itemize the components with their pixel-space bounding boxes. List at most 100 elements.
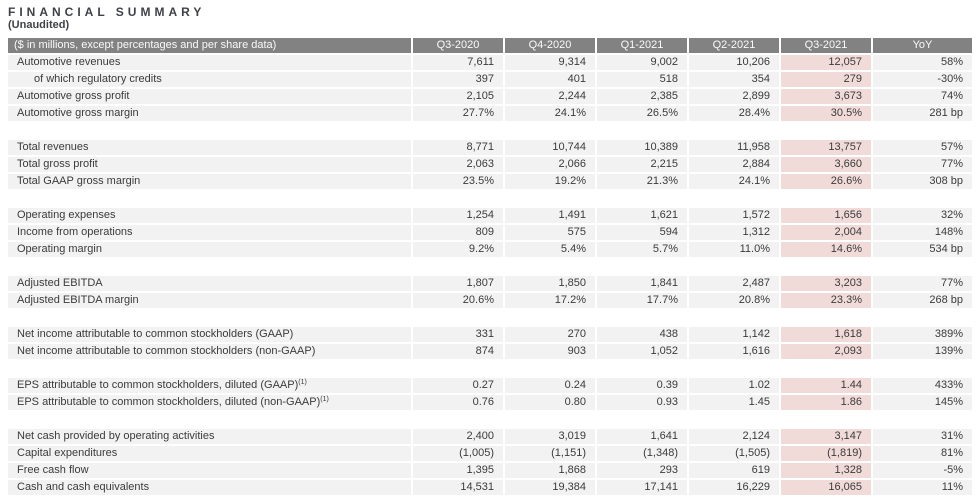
value-cell: 2,884 [689,157,779,172]
value-cell: 3,673 [781,89,871,104]
value-cell: 401 [505,72,595,87]
row-label: Total GAAP gross margin [8,174,411,189]
table-row: Adjusted EBITDA margin 20.6% 17.2% 17.7% 20.… [8,293,972,308]
value-cell: 1,656 [781,208,871,223]
row-label: Operating expenses [8,208,411,223]
value-cell: 2,400 [413,429,503,444]
value-cell: 3,203 [781,276,871,291]
yoy-value-cell: 11% [873,480,972,495]
value-cell: 594 [597,225,687,240]
value-cell: 14.6% [781,242,871,257]
value-cell: 2,244 [505,89,595,104]
yoy-value-cell: -5% [873,463,972,478]
value-cell: 1,254 [413,208,503,223]
table-row: Net cash provided by operating activitie… [8,429,972,444]
table-row: Income from operations 809 575 594 1,312 2,00… [8,225,972,240]
value-cell: 1,807 [413,276,503,291]
table-header-row: ($ in millions, except percentages and p… [8,38,972,53]
table-row: Automotive gross margin 27.7% 24.1% 26.5% 28… [8,106,972,121]
value-cell: 5.4% [505,242,595,257]
value-cell: 2,124 [689,429,779,444]
row-label: Capital expenditures [8,446,411,461]
value-cell: 438 [597,327,687,342]
yoy-value-cell: 308 bp [873,174,972,189]
page-title: FINANCIAL SUMMARY [8,5,206,19]
value-cell: 26.5% [597,106,687,121]
value-cell: 20.6% [413,293,503,308]
value-cell: 17,141 [597,480,687,495]
value-cell: 0.80 [505,395,595,410]
table-row: Capital expenditures (1,005) (1,151) (1,348… [8,446,972,461]
yoy-value-cell: 433% [873,378,972,393]
financial-table: ($ in millions, except percentages and p… [8,38,972,495]
section-gap [8,123,972,138]
value-cell: 2,215 [597,157,687,172]
value-cell: 2,063 [413,157,503,172]
value-cell: 518 [597,72,687,87]
yoy-value-cell: 77% [873,157,972,172]
value-cell: 1,868 [505,463,595,478]
value-cell: 8,771 [413,140,503,155]
value-cell: 9,002 [597,55,687,70]
table-row: Cash and cash equivalents 14,531 19,384 17,… [8,480,972,495]
value-cell: 1,621 [597,208,687,223]
row-label: of which regulatory credits [8,72,411,87]
value-cell: 10,389 [597,140,687,155]
value-cell: 3,660 [781,157,871,172]
value-cell: 26.6% [781,174,871,189]
row-label: Operating margin [8,242,411,257]
yoy-value-cell: 74% [873,89,972,104]
section-gap [8,310,972,325]
value-cell: 1.86 [781,395,871,410]
value-cell: 331 [413,327,503,342]
table-row: Total GAAP gross margin 23.5% 19.2% 21.3% 24… [8,174,972,189]
value-cell: 19,384 [505,480,595,495]
table-row: of which regulatory credits 397 401 518 354 2… [8,72,972,87]
yoy-value-cell: 32% [873,208,972,223]
value-cell: 1,395 [413,463,503,478]
yoy-value-cell: 77% [873,276,972,291]
table-row: Free cash flow 1,395 1,868 293 619 1,328 -5% [8,463,972,478]
value-cell: 24.1% [505,106,595,121]
value-cell: 3,019 [505,429,595,444]
value-cell: 19.2% [505,174,595,189]
value-cell: 11.0% [689,242,779,257]
value-cell: 12,057 [781,55,871,70]
yoy-value-cell: 57% [873,140,972,155]
row-label: Automotive revenues [8,55,411,70]
header-cell: Q2-2021 [689,38,779,53]
value-cell: 270 [505,327,595,342]
value-cell: 13,757 [781,140,871,155]
value-cell: (1,005) [413,446,503,461]
value-cell: (1,505) [689,446,779,461]
header-label-cell: ($ in millions, except percentages and p… [8,38,411,53]
value-cell: 809 [413,225,503,240]
value-cell: 0.76 [413,395,503,410]
value-cell: (1,819) [781,446,871,461]
row-label: Total gross profit [8,157,411,172]
row-label: Free cash flow [8,463,411,478]
table-row: Operating margin 9.2% 5.4% 5.7% 11.0% 14.6% 53… [8,242,972,257]
value-cell: 1.45 [689,395,779,410]
value-cell: 1.44 [781,378,871,393]
value-cell: 7,611 [413,55,503,70]
value-cell: 903 [505,344,595,359]
value-cell: 5.7% [597,242,687,257]
yoy-value-cell: 145% [873,395,972,410]
value-cell: 874 [413,344,503,359]
table-row: Automotive revenues 7,611 9,314 9,002 10,206… [8,55,972,70]
header-cell: Q4-2020 [505,38,595,53]
header-cell: Q3-2020 [413,38,503,53]
section-gap [8,361,972,376]
value-cell: 2,066 [505,157,595,172]
value-cell: (1,348) [597,446,687,461]
value-cell: 2,385 [597,89,687,104]
value-cell: 10,744 [505,140,595,155]
table-row: Adjusted EBITDA 1,807 1,850 1,841 2,487 3,203… [8,276,972,291]
value-cell: 1,491 [505,208,595,223]
value-cell: 1,618 [781,327,871,342]
value-cell: 27.7% [413,106,503,121]
row-label: Total revenues [8,140,411,155]
value-cell: 1,312 [689,225,779,240]
